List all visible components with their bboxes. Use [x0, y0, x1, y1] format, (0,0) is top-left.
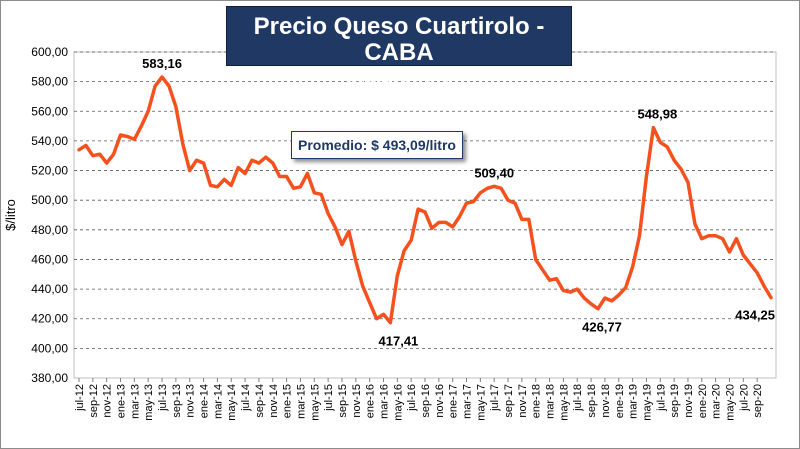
x-tick-label: sep-19	[669, 384, 681, 418]
x-tick-label: nov-13	[185, 384, 197, 418]
y-tick-label: 520,00	[31, 164, 68, 178]
x-tick-label: may-13	[143, 384, 155, 421]
x-tick-label: nov-19	[683, 384, 695, 418]
x-tick-label: ene-13	[116, 384, 128, 418]
x-tick-label: jul-19	[655, 384, 667, 412]
series-layer	[77, 75, 773, 325]
x-tick-label: nov-15	[351, 384, 363, 418]
x-tick-label: ene-16	[365, 384, 377, 418]
x-tick-label: sep-12	[88, 384, 100, 418]
x-tick-label: mar-18	[545, 384, 557, 419]
y-tick-label: 380,00	[31, 371, 68, 385]
y-tick-label: 580,00	[31, 75, 68, 89]
x-tick-label: jul-17	[489, 384, 501, 412]
y-tick-label: 600,00	[31, 45, 68, 59]
data-labels: 583,16 417,41 509,40 426,77 548,98 434,25	[142, 56, 775, 349]
x-tick-label: nov-14	[268, 384, 280, 418]
x-tick-label: sep-13	[171, 384, 183, 418]
x-tick-label: nov-18	[600, 384, 612, 418]
x-tick-label: may-14	[226, 384, 238, 421]
y-tick-label: 500,00	[31, 193, 68, 207]
x-tick-label: sep-14	[254, 384, 266, 418]
x-tick-label: ene-20	[697, 384, 709, 418]
x-tick-label: mar-20	[711, 384, 723, 419]
x-tick-label: ene-17	[448, 384, 460, 418]
x-tick-label: may-18	[558, 384, 570, 421]
data-label-max2: 548,98	[637, 107, 677, 122]
x-tick-label: jul-15	[323, 384, 335, 412]
data-label-min1: 417,41	[379, 334, 419, 349]
x-tick-label: ene-15	[282, 384, 294, 418]
data-label-peak2: 509,40	[474, 165, 514, 180]
x-axis-ticks: jul-12 sep-12 nov-12 ene-13 mar-13 may-13 jul-…	[74, 378, 764, 421]
data-label-min2: 426,77	[582, 320, 622, 335]
chart-subtitle: - ajustado por IPC -	[338, 69, 460, 85]
y-tick-label: 560,00	[31, 104, 68, 118]
x-tick-label: mar-16	[378, 384, 390, 419]
x-tick-label: ene-14	[199, 384, 211, 418]
average-annotation: Promedio: $ 493,09/litro	[291, 131, 463, 159]
x-tick-label: mar-17	[462, 384, 474, 419]
y-axis-ticks: 380,00 400,00 420,00 440,00 460,00 480,00 500,…	[31, 45, 68, 385]
x-tick-label: sep-16	[420, 384, 432, 418]
x-tick-label: sep-17	[503, 384, 515, 418]
x-tick-label: may-19	[641, 384, 653, 421]
y-axis-title: $/litro	[3, 199, 18, 231]
x-tick-label: nov-12	[102, 384, 114, 418]
chart-title: Precio Queso Cuartirolo - CABA	[253, 13, 545, 66]
x-tick-label: jul-14	[240, 384, 252, 412]
x-tick-label: mar-13	[129, 384, 141, 419]
x-tick-label: may-15	[309, 384, 321, 421]
x-tick-label: jul-20	[738, 384, 750, 412]
x-tick-label: ene-19	[614, 384, 626, 418]
x-tick-label: nov-17	[517, 384, 529, 418]
y-tick-label: 440,00	[31, 282, 68, 296]
y-tick-label: 400,00	[31, 341, 68, 355]
series-line	[77, 75, 773, 325]
y-tick-label: 460,00	[31, 252, 68, 266]
x-tick-label: may-20	[724, 384, 736, 421]
x-tick-label: may-17	[475, 384, 487, 421]
y-tick-label: 540,00	[31, 134, 68, 148]
x-tick-label: may-16	[392, 384, 404, 421]
x-tick-label: sep-18	[586, 384, 598, 418]
title-box: Precio Queso Cuartirolo - CABA - ajustad…	[226, 6, 572, 85]
x-tick-label: jul-18	[572, 384, 584, 412]
x-tick-label: mar-14	[212, 384, 224, 419]
x-tick-label: ene-18	[531, 384, 543, 418]
data-label-last: 434,25	[735, 308, 775, 323]
x-tick-label: sep-20	[752, 384, 764, 418]
x-tick-label: nov-16	[434, 384, 446, 418]
x-tick-label: mar-19	[628, 384, 640, 419]
y-tick-label: 480,00	[31, 223, 68, 237]
data-label-max1: 583,16	[142, 56, 182, 71]
x-tick-label: jul-12	[74, 384, 86, 412]
x-tick-label: mar-15	[295, 384, 307, 419]
x-tick-label: jul-16	[406, 384, 418, 412]
x-tick-label: jul-13	[157, 384, 169, 412]
y-tick-label: 420,00	[31, 312, 68, 326]
x-tick-label: sep-15	[337, 384, 349, 418]
